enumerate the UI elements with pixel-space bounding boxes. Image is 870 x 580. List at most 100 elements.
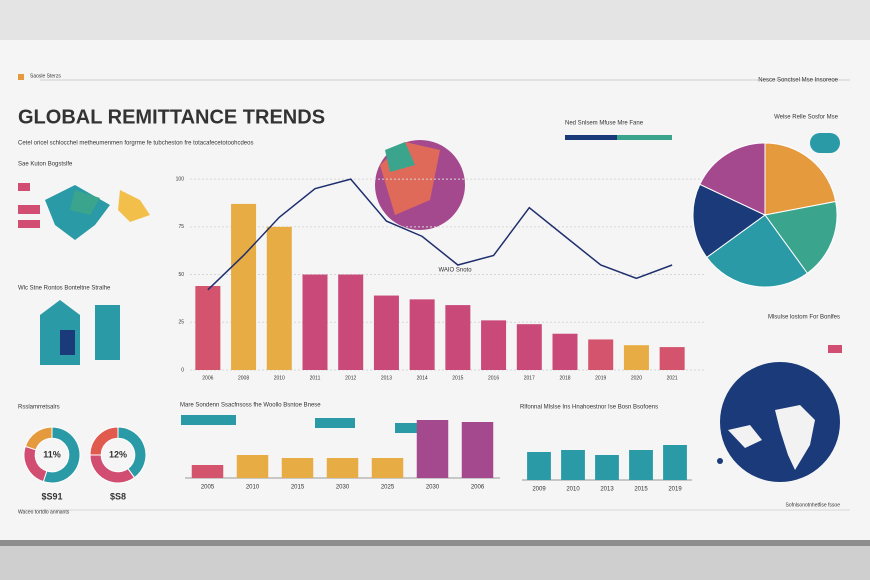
x-tick-label: 2017	[524, 375, 535, 381]
bar	[659, 347, 685, 370]
caption: Wlc Stne Rontos Bonteltne Stralhe	[18, 286, 111, 292]
pie-slice	[692, 183, 766, 259]
bar	[409, 299, 435, 370]
icon	[18, 205, 40, 214]
caption: Nesce Sonctsel Mse Insoreoe	[758, 78, 838, 84]
pie-slice	[764, 200, 838, 274]
bar	[231, 203, 257, 370]
chart-title: Rlfonnal Mlslse Ins Hnahoestnor Ise Bosn…	[520, 405, 658, 411]
caption: Rsslamrretsalrs	[18, 405, 60, 411]
icon	[18, 220, 40, 228]
x-tick-label: 2015	[452, 375, 463, 381]
x-tick-label: 2008	[238, 375, 249, 381]
pie-slice	[706, 214, 809, 288]
icon	[118, 190, 150, 222]
y-tick-label: 100	[176, 176, 185, 182]
x-tick-label: 2005	[201, 485, 215, 491]
label-chip	[181, 415, 236, 425]
x-tick-label: 2013	[381, 375, 392, 381]
bar	[191, 465, 224, 478]
bar	[561, 450, 585, 480]
bar	[266, 226, 292, 370]
pie-slice	[699, 142, 766, 216]
line	[207, 178, 673, 291]
y-tick-label: 50	[178, 272, 184, 278]
chart-title: Welse Relle Sosfor Mse	[774, 115, 839, 121]
caption: Waceo tortdlo anmants	[18, 509, 70, 515]
pill	[828, 345, 842, 353]
bar	[527, 452, 551, 480]
bubble-segment	[385, 142, 415, 172]
x-tick-label: 2018	[559, 375, 570, 381]
pill	[810, 133, 840, 153]
x-tick-label: 2015	[291, 485, 305, 491]
brand-icon	[18, 74, 24, 80]
bar	[302, 274, 328, 370]
x-tick-label: 2015	[634, 487, 648, 493]
brand: Saosle Sterzs	[30, 73, 61, 79]
pie-slice	[764, 142, 837, 216]
bar	[373, 295, 399, 370]
bar	[461, 422, 494, 478]
icon	[95, 305, 120, 360]
x-tick-label: 2030	[426, 485, 440, 491]
bar	[588, 339, 614, 370]
annotation: WAIO Snoto	[438, 268, 472, 274]
caption: Mlsulse lostom For Bonlfes	[768, 315, 840, 321]
x-tick-label: 2014	[417, 375, 428, 381]
legend-bar	[617, 135, 672, 140]
bar	[338, 274, 364, 370]
dot	[717, 458, 723, 464]
caption: Sae Kuton Bogstslfe	[18, 162, 73, 168]
x-tick-label: 2030	[336, 485, 350, 491]
bar	[516, 324, 542, 370]
donut-slice	[42, 426, 81, 484]
donut-slice	[89, 426, 119, 456]
bar	[663, 445, 687, 480]
center-label: 11%	[43, 449, 61, 459]
bar	[481, 320, 507, 370]
x-tick-label: 2019	[668, 487, 682, 493]
icon	[60, 330, 75, 355]
x-tick-label: 2021	[667, 375, 678, 381]
bar	[371, 458, 404, 478]
shelf-shadow	[0, 540, 870, 580]
bar	[595, 455, 619, 480]
x-tick-label: 2020	[631, 375, 642, 381]
y-tick-label: 75	[178, 224, 184, 230]
x-tick-label: 2010	[246, 485, 260, 491]
land	[728, 425, 762, 448]
bar	[236, 455, 269, 478]
subtitle: Cetel oricel schlocchel metheumenmen for…	[18, 141, 253, 147]
x-tick-label: 2025	[381, 485, 395, 491]
bar	[552, 333, 578, 370]
x-tick-label: 2016	[488, 375, 499, 381]
x-tick-label: 2009	[532, 487, 546, 493]
bar	[416, 420, 449, 478]
caption: Ned Snlsem Mfuse Mre Fane	[565, 121, 644, 127]
x-tick-label: 2013	[600, 487, 614, 493]
x-tick-label: 2006	[471, 485, 485, 491]
label-chip	[315, 418, 355, 428]
y-tick-label: 0	[181, 367, 184, 373]
x-tick-label: 2019	[595, 375, 606, 381]
caption: Sofnlsonotnhetfise fssoe	[786, 502, 841, 508]
x-tick-label: 2012	[345, 375, 356, 381]
poster-edge	[0, 540, 870, 546]
x-tick-label: 2010	[566, 487, 580, 493]
x-tick-label: 2011	[310, 375, 321, 381]
donut-slice	[24, 426, 53, 451]
x-tick-label: 2010	[274, 375, 285, 381]
x-tick-label: 2006	[202, 375, 213, 381]
chart-title: Mare Sondenn Ssacfnsoss fhe Woollo Bsnto…	[180, 403, 321, 409]
legend-bar	[565, 135, 617, 140]
icon	[18, 183, 30, 191]
bar	[445, 305, 471, 370]
bar	[195, 286, 221, 370]
bar	[629, 450, 653, 480]
bar	[623, 345, 649, 370]
caption: $S8	[110, 491, 126, 501]
land	[775, 405, 815, 470]
